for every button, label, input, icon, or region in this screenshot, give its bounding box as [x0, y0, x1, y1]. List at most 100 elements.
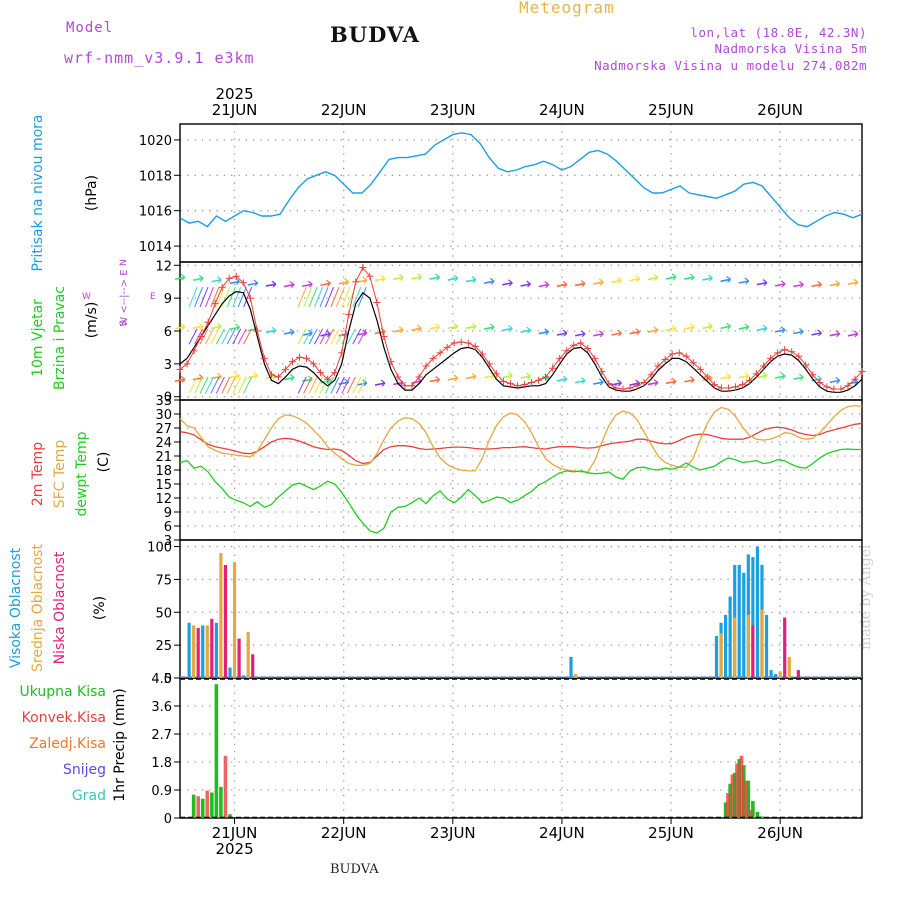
wind-hatch	[330, 287, 340, 308]
wind-arrow-head	[289, 328, 295, 336]
precip-unit-label: 1hr Precip (mm)	[112, 688, 128, 801]
precip-legend-4: Snijeg	[63, 762, 106, 778]
wind-direction-arrow	[247, 374, 258, 379]
wind-arrow-head	[744, 323, 750, 331]
total-precip-bar	[228, 814, 232, 818]
wind-gust-marker	[858, 368, 866, 376]
wind-direction-arrow	[229, 280, 240, 285]
wind-direction-arrow	[265, 329, 277, 334]
wind-speed-line	[179, 290, 863, 393]
wind-gust-marker	[436, 349, 444, 357]
wind-direction-arrow	[593, 281, 604, 285]
wind-direction-arrow	[174, 378, 186, 383]
wind-hatch	[341, 376, 351, 394]
wind-direction-arrow	[447, 277, 458, 281]
day-label-top: 23JUN	[430, 101, 476, 119]
wind-direction-arrow	[429, 378, 440, 383]
wind-gust-marker	[380, 332, 388, 340]
wind-y-tick-label: 6	[164, 325, 172, 340]
pressure-line	[179, 132, 863, 228]
high-cloud-bar	[228, 667, 232, 678]
conv-precip-bar	[223, 755, 228, 818]
temperature-y-tick-label: 27	[155, 422, 172, 437]
wind-gust-marker	[661, 355, 669, 363]
wind-gust-marker	[816, 378, 824, 386]
dewpt-line	[179, 448, 862, 534]
wind-gust-marker	[696, 365, 704, 373]
wind-direction-arrow	[720, 325, 731, 330]
wind-direction-arrow	[847, 332, 859, 337]
city-title: BUDVA	[330, 22, 420, 47]
wind-gust-marker	[746, 376, 754, 384]
wind-hatch	[205, 376, 214, 394]
wind-gust-marker	[394, 373, 402, 381]
temperature-y-tick-label: 18	[155, 464, 172, 479]
wind-arrow-head	[417, 273, 422, 281]
wind-direction-arrow	[720, 278, 731, 283]
wind-gust-line	[179, 266, 863, 390]
wind-gust-marker	[724, 384, 732, 392]
wind-arrow-head	[271, 280, 277, 288]
compass-east: E	[150, 292, 156, 302]
total-precip-bar	[219, 786, 223, 818]
wind-direction-arrow	[320, 282, 331, 287]
wind-gust-marker	[837, 385, 845, 393]
wind-hatch	[325, 376, 334, 394]
wind-y-tick-label: 0	[164, 391, 172, 406]
wind-gust-marker	[260, 354, 268, 362]
wind-arrow-head	[598, 330, 604, 338]
mid-cloud-bar	[778, 671, 782, 678]
wind-hatch	[314, 376, 324, 394]
total-precip-bar	[751, 800, 755, 818]
wind-direction-arrow	[793, 376, 804, 380]
pressure-ylabel: Pritisak na nivou mora	[30, 114, 46, 271]
wind-hatch	[297, 328, 307, 345]
wind-gust-marker	[563, 347, 571, 355]
wind-hatch	[226, 376, 236, 394]
wind-direction-arrow	[520, 329, 531, 333]
wind-arrow-head	[798, 373, 804, 381]
wind-direction-arrow	[211, 278, 222, 283]
wind-hatch	[319, 328, 329, 345]
day-label-top: 21JUN	[212, 101, 258, 119]
wind-gust-marker	[253, 327, 261, 335]
wind-direction-arrow	[465, 325, 477, 330]
wind-direction-arrow	[702, 325, 713, 330]
wind-gust-marker	[450, 339, 458, 347]
wind-y-tick-label: 3	[164, 358, 172, 373]
wind-direction-arrow	[320, 333, 331, 337]
total-precip-bar	[200, 798, 205, 818]
wind-gust-marker	[542, 373, 550, 381]
wind-direction-arrow	[775, 329, 786, 333]
wind-hatch	[335, 328, 345, 345]
wind-gust-marker	[387, 358, 395, 366]
wind-gust-marker	[274, 373, 282, 381]
precip-legend-5: Grad	[72, 788, 106, 804]
wind-gust-marker	[675, 349, 683, 357]
temperature-y-tick-label: 3	[164, 534, 172, 549]
wind-arrow-head	[780, 280, 786, 288]
total-precip-bar	[737, 758, 742, 818]
clouds-y-tick-label: 25	[155, 639, 172, 654]
wind-direction-arrow	[193, 376, 204, 381]
wind-gust-marker	[738, 381, 746, 389]
wind-direction-arrow	[775, 283, 786, 287]
tsfc-line	[179, 404, 863, 473]
wind-arrow-head	[798, 328, 804, 335]
pressure-y-tick-label: 1014	[139, 240, 172, 255]
mid-cloud-bar	[192, 625, 196, 678]
high-cloud-bar	[751, 557, 755, 678]
wind-hatch	[215, 328, 225, 345]
wind-direction-arrow	[356, 332, 368, 336]
wind-arrow-head	[489, 277, 495, 285]
low-cloud-bar	[751, 625, 755, 678]
wind-gust-marker	[640, 378, 648, 386]
wind-gust-marker	[528, 378, 536, 386]
wind-gust-marker	[619, 385, 627, 393]
total-precip-bar	[741, 765, 746, 818]
wind-gust-marker	[703, 373, 711, 381]
wind-arrow-head	[726, 373, 732, 381]
conv-precip-bar	[196, 796, 200, 818]
wind-hatch	[357, 328, 367, 345]
wind-direction-arrow	[411, 380, 422, 384]
